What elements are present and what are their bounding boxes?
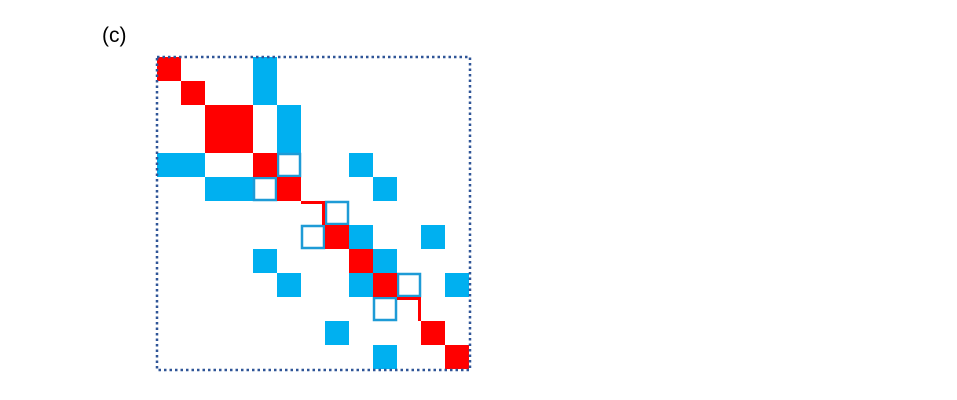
diagonal-block — [157, 57, 181, 81]
diagonal-block — [181, 81, 205, 105]
panel-label: (c) — [102, 24, 127, 47]
off-diagonal-cell — [349, 273, 373, 297]
matrix-cells — [157, 57, 469, 369]
diagonal-line-top — [397, 297, 421, 300]
off-diagonal-cell — [277, 129, 301, 153]
outlined-cell — [276, 152, 302, 178]
diagonal-block — [253, 153, 277, 177]
off-diagonal-cell — [349, 153, 373, 177]
outlined-cell — [396, 272, 422, 298]
off-diagonal-cell — [181, 153, 205, 177]
off-diagonal-cell — [277, 105, 301, 129]
off-diagonal-cell — [373, 177, 397, 201]
off-diagonal-cell — [277, 273, 301, 297]
diagonal-block — [277, 177, 301, 201]
diagonal-block — [325, 225, 349, 249]
off-diagonal-cell — [253, 81, 277, 105]
diagonal-line-top — [301, 201, 325, 204]
off-diagonal-cell — [253, 249, 277, 273]
off-diagonal-cell — [325, 321, 349, 345]
off-diagonal-cell — [205, 177, 229, 201]
off-diagonal-cell — [253, 57, 277, 81]
matrix-border — [155, 55, 472, 372]
off-diagonal-cell — [445, 273, 469, 297]
off-diagonal-cell — [157, 153, 181, 177]
outlined-cell — [300, 224, 326, 250]
off-diagonal-cell — [349, 225, 373, 249]
off-diagonal-cell — [373, 249, 397, 273]
diagonal-line-right — [418, 297, 421, 321]
off-diagonal-cell — [421, 225, 445, 249]
outlined-cell — [252, 176, 278, 202]
off-diagonal-cell — [373, 345, 397, 369]
diagonal-block — [373, 273, 397, 297]
diagonal-line-right — [322, 201, 325, 225]
off-diagonal-cell — [229, 177, 253, 201]
diagonal-block — [205, 105, 253, 153]
outlined-cell — [372, 296, 398, 322]
diagonal-block — [445, 345, 469, 369]
diagonal-block — [421, 321, 445, 345]
diagonal-block — [349, 249, 373, 273]
outlined-cell — [324, 200, 350, 226]
